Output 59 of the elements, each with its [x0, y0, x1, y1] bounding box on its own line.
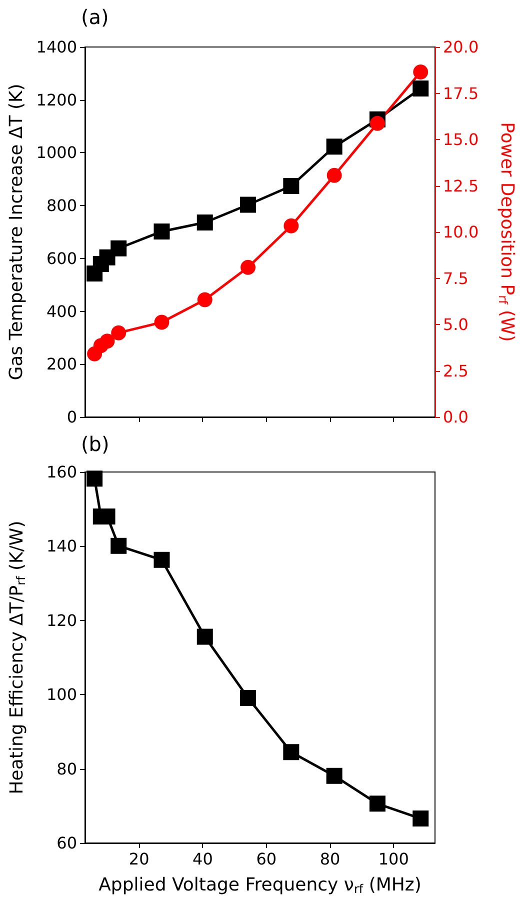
- y-tick-label: 400: [46, 302, 77, 321]
- y-tick-label: 140: [46, 536, 77, 556]
- chart-title: (b): [81, 432, 110, 456]
- y-tick-label: 800: [46, 196, 77, 216]
- point: [412, 810, 429, 827]
- y-tick-label: 120: [46, 610, 77, 630]
- y-axis-title: Heating Efficiency ΔT/Prf (K/W): [6, 520, 28, 794]
- y2-tick-label: 17.5: [443, 84, 479, 103]
- point: [111, 325, 126, 340]
- y2-tick-label: 5.0: [443, 315, 468, 334]
- chart-title: (a): [81, 5, 109, 29]
- point: [326, 168, 342, 183]
- y-tick-label: 160: [46, 462, 77, 482]
- point: [154, 552, 170, 568]
- x-tick-label: 20: [128, 850, 150, 868]
- y-tick-label: 200: [46, 354, 77, 374]
- point: [100, 334, 115, 349]
- y-tick-label: 80: [56, 759, 77, 778]
- point: [240, 196, 256, 213]
- point: [154, 223, 170, 240]
- point: [370, 116, 385, 131]
- point: [240, 260, 256, 275]
- point: [197, 292, 212, 308]
- y-tick-label: 1200: [36, 90, 77, 110]
- point: [196, 214, 213, 230]
- y2-tick-label: 2.5: [443, 361, 468, 380]
- point: [196, 628, 213, 645]
- y-tick-label: 0: [66, 408, 77, 426]
- x-tick-label: 40: [192, 850, 213, 868]
- x-tick-label: 100: [378, 850, 409, 868]
- y2-tick-label: 20.0: [443, 38, 479, 56]
- point: [369, 796, 386, 812]
- y-tick-label: 1400: [36, 38, 77, 56]
- point: [154, 314, 170, 330]
- point: [284, 218, 299, 234]
- x-tick-label: 60: [256, 850, 277, 868]
- y2-tick-label: 0.0: [443, 408, 468, 426]
- point: [283, 744, 300, 760]
- point: [110, 240, 127, 256]
- point: [413, 64, 428, 80]
- point: [283, 178, 300, 194]
- y2-tick-label: 10.0: [443, 222, 479, 242]
- y-axis-title: Gas Temperature Increase ΔT (K): [6, 84, 27, 380]
- point: [326, 768, 342, 784]
- point: [240, 690, 256, 706]
- point: [412, 80, 429, 96]
- point: [86, 470, 103, 487]
- x-axis-title: Applied Voltage Frequency νrf (MHz): [98, 874, 422, 896]
- y-tick-label: 600: [46, 248, 77, 268]
- point: [110, 538, 127, 554]
- y2-tick-label: 12.5: [443, 176, 479, 196]
- point: [326, 138, 342, 155]
- y2-tick-label: 15.0: [443, 130, 479, 149]
- y-tick-label: 1000: [36, 143, 77, 162]
- x-tick-label: 80: [320, 850, 340, 868]
- y2-tick-label: 7.5: [443, 268, 468, 288]
- y-tick-label: 60: [56, 834, 77, 852]
- y2-axis-title: Power Deposition Prf (W): [496, 122, 518, 342]
- y-tick-label: 100: [46, 685, 77, 704]
